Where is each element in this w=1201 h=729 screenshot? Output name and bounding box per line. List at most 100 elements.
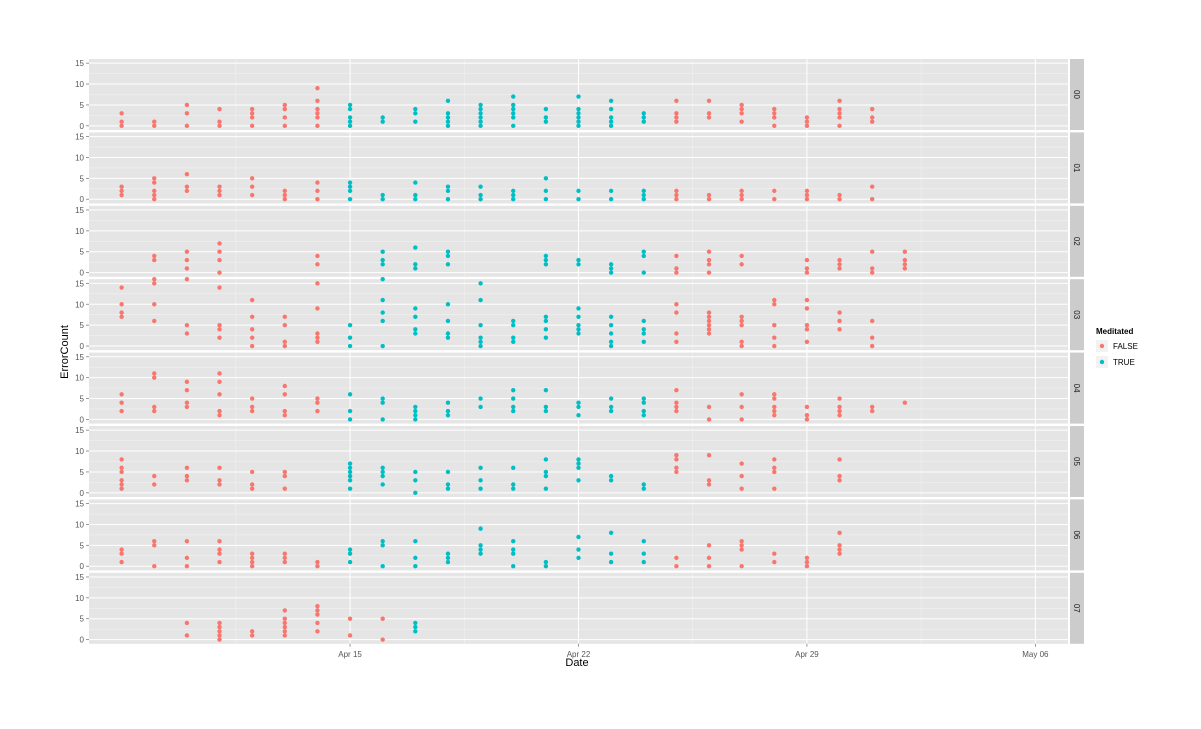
data-point [576,262,581,267]
data-point [217,241,222,246]
data-point [608,197,614,202]
data-point [706,543,712,548]
data-point [119,408,124,414]
data-point [772,197,777,202]
data-point [152,176,157,181]
data-point [445,318,451,324]
data-point [184,379,190,385]
data-point [380,543,385,548]
data-point [739,192,744,198]
data-point [641,486,646,491]
data-point [739,473,744,479]
data-point [152,277,157,282]
data-point [674,404,679,410]
data-point [511,396,516,401]
data-point [315,86,320,91]
facet-panel-00: 0 5 10 15 00 [75,59,1084,131]
data-point [608,322,614,328]
data-point [347,343,353,349]
data-point [380,417,385,422]
data-point [152,371,157,376]
data-point [152,375,157,380]
y-tick-label: 10 [75,227,84,236]
data-point [902,249,908,254]
data-point [772,343,777,349]
y-tick-label: 15 [75,59,84,68]
data-point [576,457,581,462]
data-point [870,404,875,410]
data-point [413,538,418,544]
data-point [543,176,549,181]
data-point [347,184,353,189]
facet-strip [1070,205,1084,277]
data-point [608,331,614,336]
data-point [413,262,418,267]
data-point [380,310,385,315]
y-tick-label: 5 [80,321,85,330]
data-point [478,486,483,491]
data-point [739,486,744,491]
data-point [739,111,744,116]
data-point [772,392,777,397]
y-tick-label: 10 [75,300,84,309]
data-point [380,197,385,202]
data-point [478,343,483,349]
data-point [152,538,157,544]
data-point [184,171,190,177]
data-point [641,318,646,324]
data-point [739,253,744,259]
data-point [674,331,679,336]
data-point [576,306,581,311]
data-point [119,486,124,491]
data-point [772,106,777,112]
data-point [641,538,646,544]
data-point [772,111,777,116]
data-point [249,297,255,303]
data-point [478,396,483,401]
data-point [706,270,712,275]
data-point [315,620,320,626]
data-point [772,188,777,194]
data-point [347,102,353,108]
data-point [804,564,810,569]
data-point [478,547,483,552]
data-point [282,115,287,120]
data-point [511,94,516,99]
data-point [478,281,483,286]
data-point [152,564,157,569]
data-point [739,543,744,548]
data-point [641,253,646,259]
data-point [445,331,451,336]
data-point [641,331,646,336]
data-point [576,327,581,332]
data-point [315,559,320,565]
data-point [217,392,222,397]
data-point [445,262,451,267]
data-point [739,314,744,319]
data-point [413,192,418,198]
data-point [804,555,810,561]
data-point [902,266,908,271]
data-point [543,253,549,259]
data-point [413,106,418,112]
data-point [870,249,875,254]
data-point [152,123,157,129]
data-point [184,633,190,638]
data-point [576,188,581,194]
data-point [347,197,353,202]
data-point [282,192,287,198]
data-point [739,461,744,466]
y-tick-label: 5 [80,468,85,477]
data-point [347,408,353,414]
data-point [282,392,287,397]
data-point [217,192,222,198]
data-point [739,417,744,422]
data-point [380,192,385,198]
data-point [315,262,320,267]
data-point [804,297,810,303]
data-point [739,339,744,345]
data-point [217,327,222,332]
facet-panel-07: 0 5 10 15 07 [75,572,1084,645]
data-point [315,106,320,112]
